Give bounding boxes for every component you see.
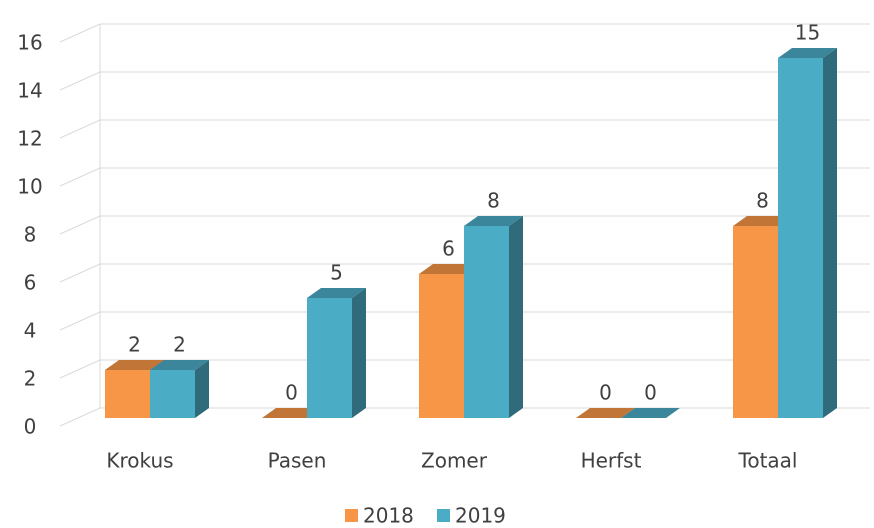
bar bbox=[464, 216, 523, 418]
y-tick-label: 14 bbox=[17, 79, 42, 103]
bar-side bbox=[352, 288, 366, 418]
data-label: 2 bbox=[128, 333, 141, 357]
bar-side bbox=[509, 216, 523, 418]
bar-top bbox=[105, 360, 164, 370]
bar bbox=[778, 48, 837, 418]
y-tick-label: 10 bbox=[17, 175, 42, 199]
bar-front bbox=[733, 226, 778, 418]
bar-top bbox=[778, 48, 837, 58]
bar-top bbox=[150, 360, 209, 370]
legend-swatch bbox=[437, 509, 450, 522]
grid-line bbox=[59, 167, 870, 187]
y-tick-label: 4 bbox=[24, 319, 37, 343]
data-label: 15 bbox=[795, 21, 820, 45]
bar-front bbox=[778, 58, 823, 418]
legend-swatch bbox=[345, 509, 358, 522]
data-label: 2 bbox=[173, 333, 186, 357]
bar-top bbox=[307, 288, 366, 298]
y-tick-label: 12 bbox=[17, 127, 42, 151]
bar-side bbox=[195, 360, 209, 418]
y-tick-label: 0 bbox=[24, 415, 37, 439]
bar-front bbox=[307, 298, 352, 418]
bar-top bbox=[464, 216, 523, 226]
bar-front bbox=[419, 274, 464, 418]
bar-front bbox=[105, 370, 150, 418]
bar bbox=[150, 360, 209, 418]
bar-top bbox=[419, 264, 478, 274]
bar bbox=[621, 408, 680, 418]
bar-top bbox=[262, 408, 321, 418]
bar bbox=[576, 408, 635, 418]
bar-top bbox=[733, 216, 792, 226]
x-tick-label: Krokus bbox=[106, 449, 173, 473]
data-label: 6 bbox=[442, 237, 455, 261]
x-tick-label: Pasen bbox=[268, 449, 327, 473]
data-label: 0 bbox=[644, 381, 657, 405]
x-tick-label: Herfst bbox=[581, 449, 642, 473]
data-label: 8 bbox=[487, 189, 500, 213]
x-tick-label: Zomer bbox=[421, 449, 488, 473]
bar-side bbox=[823, 48, 837, 418]
y-tick-label: 8 bbox=[24, 223, 37, 247]
y-tick-label: 6 bbox=[24, 271, 37, 295]
x-tick-label: Totaal bbox=[738, 449, 798, 473]
data-label: 5 bbox=[330, 261, 343, 285]
bar-front bbox=[464, 226, 509, 418]
bar bbox=[262, 408, 321, 418]
legend-label: 2018 bbox=[363, 504, 414, 528]
legend-label: 2019 bbox=[455, 504, 506, 528]
grid-line bbox=[59, 23, 870, 43]
grid-line bbox=[59, 71, 870, 91]
data-label: 0 bbox=[285, 381, 298, 405]
bar-top bbox=[621, 408, 680, 418]
grid-line bbox=[59, 119, 870, 139]
bar-front bbox=[150, 370, 195, 418]
y-tick-label: 16 bbox=[17, 31, 42, 55]
bar-top bbox=[576, 408, 635, 418]
y-tick-label: 2 bbox=[24, 367, 37, 391]
data-label: 8 bbox=[756, 189, 769, 213]
bar bbox=[307, 288, 366, 418]
data-label: 0 bbox=[599, 381, 612, 405]
